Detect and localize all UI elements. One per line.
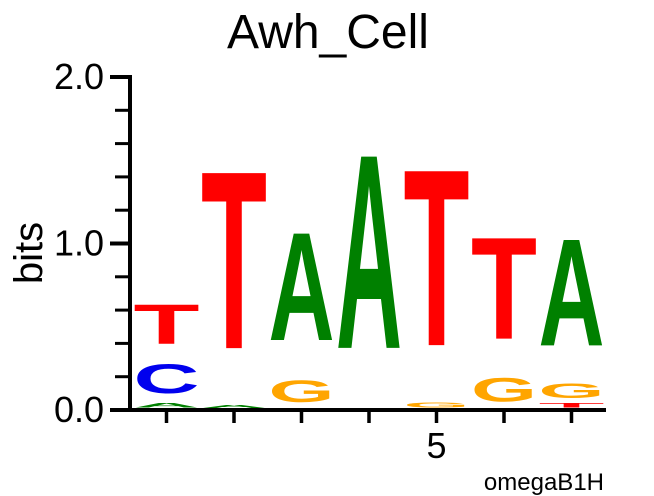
logo-letter-G: G [539, 379, 605, 402]
letter-stack-position-6: GT [471, 208, 537, 409]
y-axis-ticks [110, 75, 130, 412]
logo-letter-T: T [471, 208, 537, 370]
letter-stack-position-5: GT [404, 118, 470, 409]
logo-letter-G: G [471, 370, 537, 409]
logo-letter-C: C [134, 356, 200, 402]
logo-letter-T: T [134, 293, 200, 356]
letter-stack-position-4: A [336, 97, 402, 407]
logo-letter-T: T [201, 119, 267, 403]
y-tick-label-1.0: 1.0 [54, 223, 104, 264]
chart-title: Awh_Cell [227, 6, 429, 59]
y-axis-label: bits [7, 222, 51, 284]
logo-letter-G: G [269, 374, 335, 409]
x-axis-ticks [164, 410, 574, 423]
logo-letter-G: G [404, 401, 470, 409]
logo-letter-A: A [269, 200, 335, 373]
x-axis-tick-label-5: 5 [426, 425, 446, 466]
logo-letter-T: T [539, 402, 605, 409]
attribution-label: omegaB1H [484, 469, 604, 496]
logo-letter-A: A [201, 404, 267, 409]
y-tick-label-2.0: 2.0 [54, 56, 104, 97]
letter-stack-position-1: ACT [134, 293, 200, 409]
logo-letter-A: A [336, 97, 402, 407]
y-axis-tick-labels: 0.0 1.0 2.0 [54, 56, 104, 430]
logo-letter-A: A [539, 207, 605, 378]
y-tick-label-0.0: 0.0 [54, 389, 104, 430]
logo-letter-A: A [134, 402, 200, 409]
letter-stack-position-3: GA [269, 200, 335, 409]
letter-stack-position-7: TGA [539, 207, 605, 409]
letter-stack-position-2: AT [201, 119, 267, 409]
logo-letter-T: T [404, 118, 470, 400]
